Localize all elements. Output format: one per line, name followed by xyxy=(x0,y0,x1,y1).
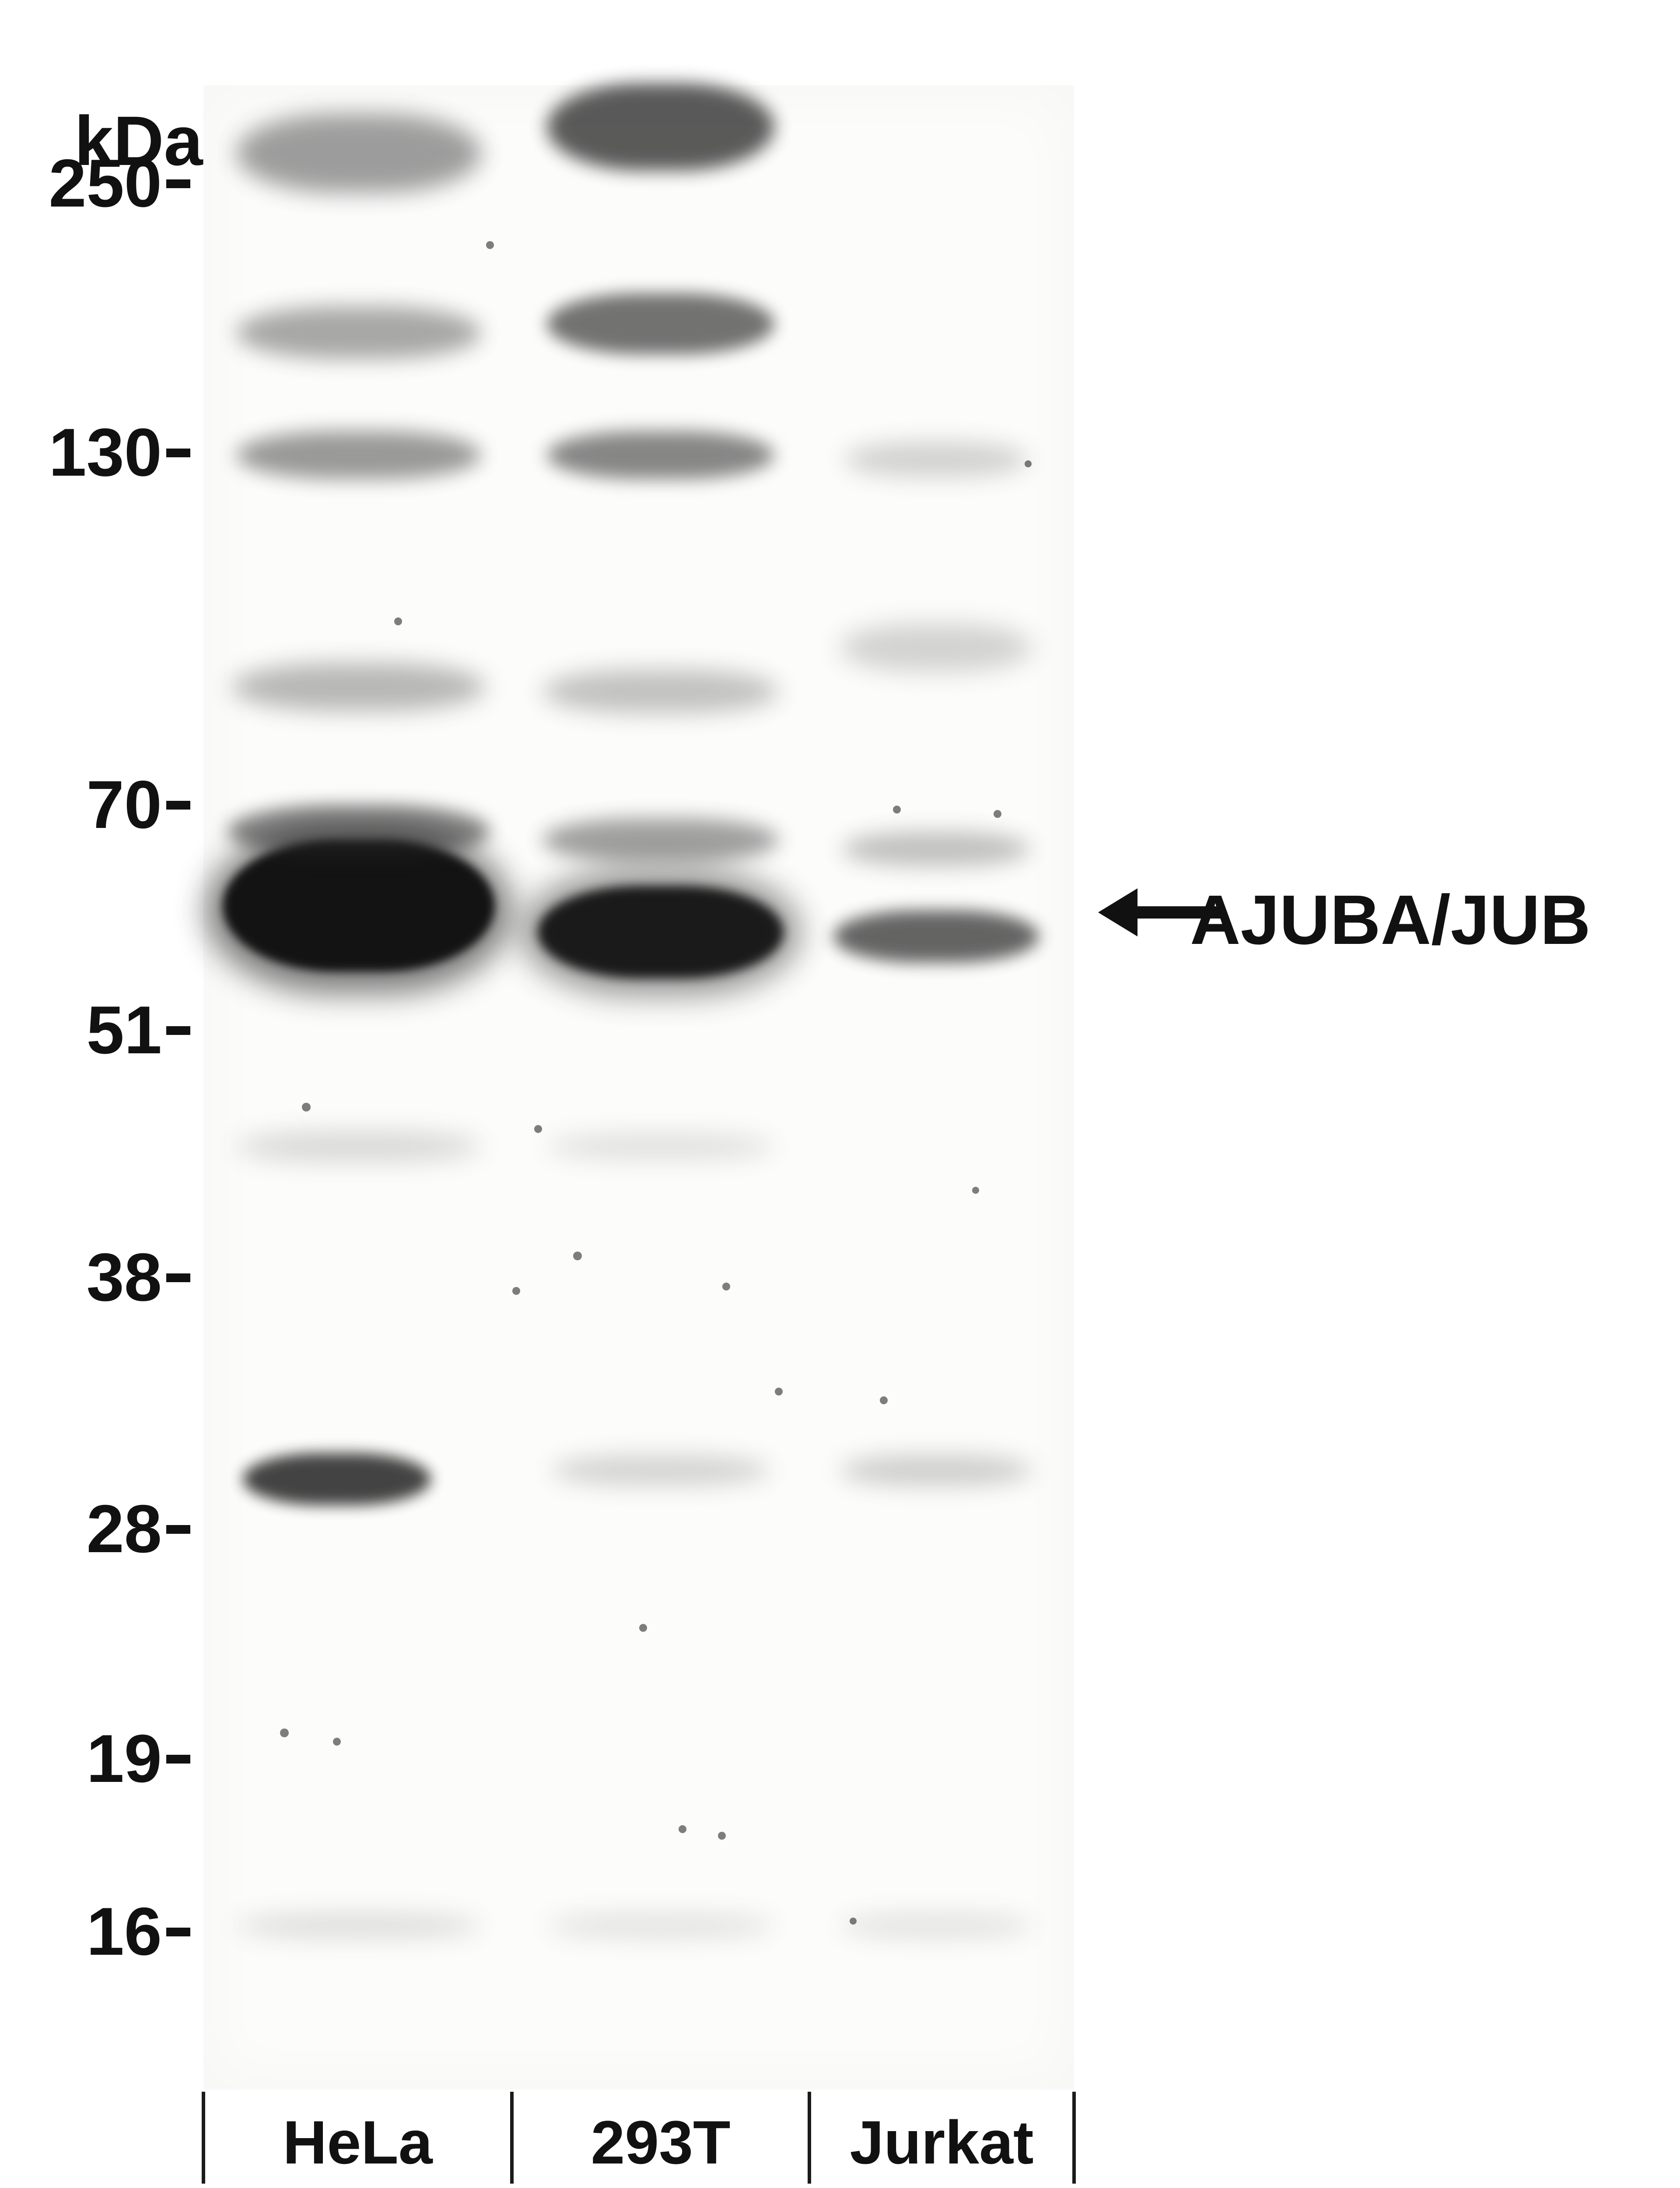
protein-band xyxy=(547,83,774,171)
mw-marker-tick xyxy=(166,1026,190,1035)
film-speck xyxy=(994,810,1001,818)
protein-band xyxy=(840,1914,1032,1938)
film-speck xyxy=(394,617,402,625)
film-speck xyxy=(722,1283,730,1290)
lane-label-hela: HeLa xyxy=(203,2107,512,2178)
protein-band xyxy=(521,869,801,996)
protein-band xyxy=(547,431,774,479)
protein-band xyxy=(236,431,481,479)
film-speck xyxy=(573,1252,582,1260)
mw-marker-label: 130 xyxy=(0,414,162,491)
protein-band xyxy=(236,114,481,193)
mw-marker-label: 19 xyxy=(0,1720,162,1798)
mw-marker-label: 51 xyxy=(0,991,162,1069)
protein-band xyxy=(542,670,779,713)
mw-marker-tick xyxy=(166,449,190,457)
protein-band xyxy=(840,1455,1032,1486)
mw-marker-tick xyxy=(166,801,190,810)
film-speck xyxy=(775,1388,783,1396)
film-speck xyxy=(880,1396,888,1404)
film-speck xyxy=(512,1287,520,1295)
protein-band xyxy=(236,1914,481,1938)
protein-band xyxy=(833,910,1039,963)
lane-label-293t: 293T xyxy=(512,2107,809,2178)
film-speck xyxy=(302,1103,311,1112)
protein-band xyxy=(844,442,1028,477)
mw-marker-label: 28 xyxy=(0,1490,162,1568)
western-blot-figure: kDa AJUBA/JUB 250130705138281916HeLa293T… xyxy=(0,0,1680,2188)
mw-marker-label: 250 xyxy=(0,144,162,222)
protein-band xyxy=(840,624,1032,672)
mw-marker-tick xyxy=(166,1525,190,1534)
protein-band xyxy=(236,306,481,359)
film-speck xyxy=(893,806,901,813)
blot-membrane xyxy=(203,85,1074,2090)
mw-marker-tick xyxy=(166,1755,190,1764)
protein-band xyxy=(547,1914,774,1938)
mw-marker-label: 70 xyxy=(0,766,162,844)
protein-band xyxy=(236,1131,481,1162)
lane-label-jurkat: Jurkat xyxy=(809,2107,1074,2178)
protein-band xyxy=(547,293,774,354)
mw-marker-tick xyxy=(166,1273,190,1282)
protein-band xyxy=(228,805,490,858)
film-speck xyxy=(850,1918,857,1925)
film-speck xyxy=(333,1738,341,1746)
film-speck xyxy=(1025,460,1032,467)
protein-band xyxy=(243,1453,431,1505)
mw-marker-label: 16 xyxy=(0,1893,162,1971)
film-speck xyxy=(972,1187,979,1194)
film-speck xyxy=(486,241,494,249)
protein-band xyxy=(232,663,486,711)
protein-band xyxy=(551,1455,770,1486)
film-speck xyxy=(639,1624,647,1632)
protein-band xyxy=(842,831,1030,866)
mw-marker-tick xyxy=(166,1928,190,1936)
mw-marker-tick xyxy=(166,179,190,188)
protein-band xyxy=(542,818,779,862)
protein-band xyxy=(547,1133,774,1160)
mw-marker-label: 38 xyxy=(0,1238,162,1316)
film-speck xyxy=(718,1832,726,1840)
film-speck xyxy=(280,1729,289,1737)
arrow-head-icon xyxy=(1098,888,1138,936)
target-protein-label: AJUBA/JUB xyxy=(1190,880,1591,960)
film-speck xyxy=(679,1825,686,1833)
film-speck xyxy=(534,1125,542,1133)
